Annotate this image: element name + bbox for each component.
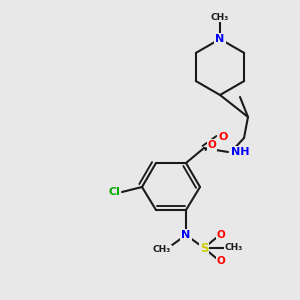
- Text: CH₃: CH₃: [211, 13, 229, 22]
- Text: CH₃: CH₃: [153, 245, 171, 254]
- Text: O: O: [217, 256, 225, 266]
- Text: O: O: [218, 132, 228, 142]
- Text: N: N: [182, 230, 190, 240]
- Text: Cl: Cl: [108, 187, 120, 197]
- Text: NH: NH: [231, 147, 250, 157]
- Text: CH₃: CH₃: [225, 244, 243, 253]
- Text: S: S: [200, 242, 208, 254]
- Text: N: N: [215, 34, 225, 44]
- Text: O: O: [217, 230, 225, 240]
- Text: O: O: [208, 140, 216, 150]
